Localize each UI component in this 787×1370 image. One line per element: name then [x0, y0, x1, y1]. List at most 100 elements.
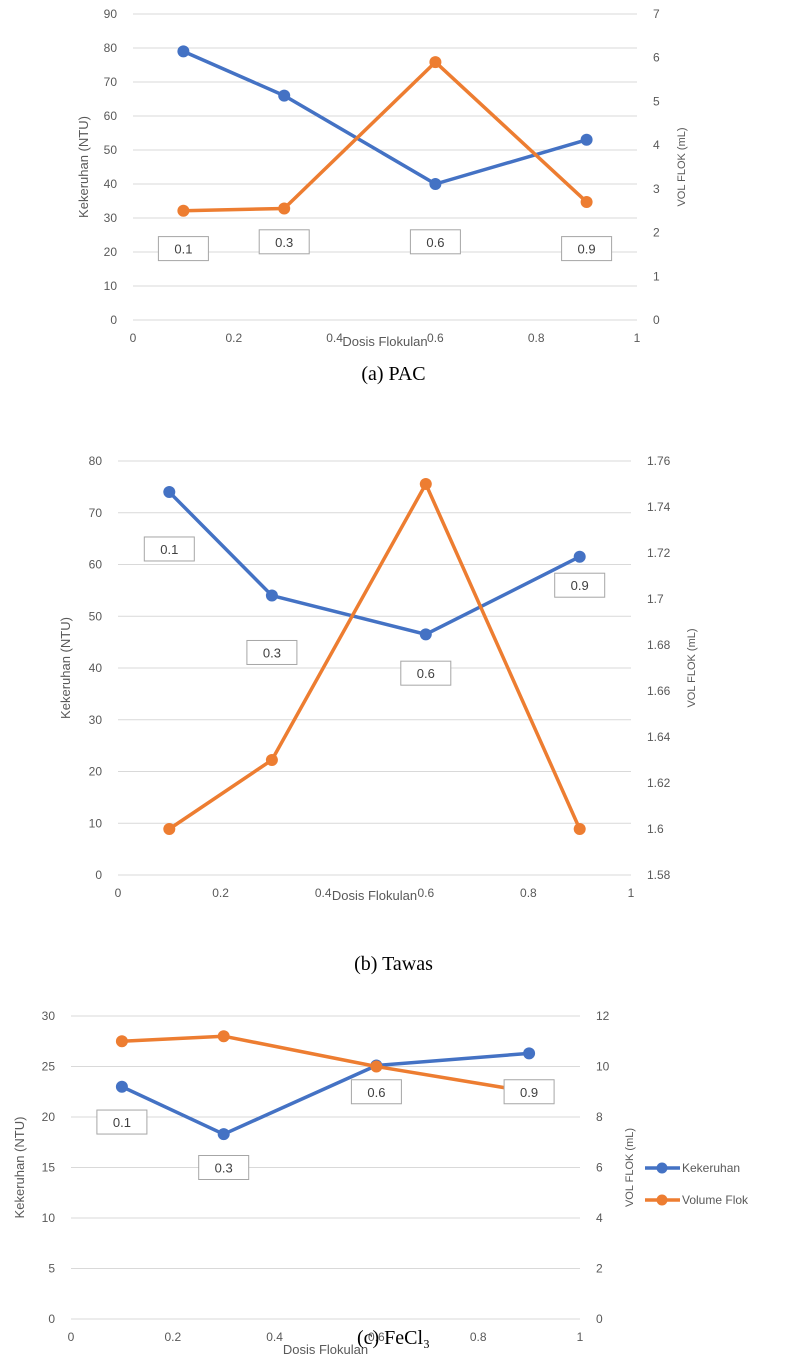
x-tick-label: 1: [634, 331, 641, 345]
callout-label: 0.9: [503, 1079, 555, 1105]
point-kekeruhan: [419, 628, 432, 641]
y2-tick-label: 1.74: [647, 500, 671, 514]
y-tick-label: 70: [104, 75, 118, 89]
svg-text:Volume Flok: Volume Flok: [682, 1193, 749, 1207]
series-line-volume: [183, 60, 588, 213]
callout-label: 0.6: [350, 1079, 402, 1105]
y-tick-label: 60: [104, 109, 118, 123]
svg-text:0.6: 0.6: [367, 1085, 385, 1100]
y-tick-label: 20: [89, 765, 103, 779]
point-volume: [163, 823, 176, 835]
svg-text:0.1: 0.1: [160, 542, 178, 557]
y-tick-label: 10: [89, 816, 103, 830]
y-tick-label: 90: [104, 7, 118, 21]
point-volume: [217, 1030, 230, 1043]
svg-text:0.3: 0.3: [275, 235, 293, 250]
y2-tick-label: 1.76: [647, 454, 671, 468]
x-tick-label: 0.4: [326, 331, 343, 345]
y2-tick-label: 12: [596, 1009, 610, 1023]
point-kekeruhan: [217, 1128, 230, 1141]
svg-text:0.9: 0.9: [520, 1085, 538, 1100]
callout-label: 0.6: [409, 229, 461, 255]
y2-tick-label: 1.6: [647, 822, 664, 836]
callout-label: 0.9: [554, 572, 606, 598]
caption-fecl3: (c) FeCl₃: [356, 1327, 431, 1349]
x-tick-label: 0.4: [315, 886, 332, 900]
y-tick-label: 50: [89, 609, 103, 623]
callout-label: 0.9: [561, 236, 613, 262]
point-volume: [278, 202, 291, 215]
x-tick-label: 0.2: [225, 331, 242, 345]
svg-text:0.6: 0.6: [426, 235, 444, 250]
point-kekeruhan: [163, 486, 176, 499]
point-volume: [177, 204, 190, 217]
y-tick-label: 25: [42, 1060, 56, 1074]
y-tick-label: 30: [42, 1009, 56, 1023]
point-kekeruhan: [265, 589, 278, 602]
y-tick-label: 10: [104, 279, 118, 293]
point-kekeruhan: [523, 1047, 536, 1060]
y-axis-label: Kekeruhan (NTU): [58, 617, 73, 719]
point-volume: [419, 478, 432, 490]
legend-item-kekeruhan: Kekeruhan: [645, 1161, 740, 1175]
x-axis-label: Dosis Flokulan: [283, 1342, 368, 1357]
callout-label: 0.1: [96, 1109, 148, 1135]
svg-text:Kekeruhan: Kekeruhan: [682, 1161, 740, 1175]
y-tick-label: 60: [89, 558, 103, 572]
x-tick-label: 0.2: [164, 1330, 181, 1344]
x-tick-label: 0: [130, 331, 137, 345]
x-axis-label: Dosis Flokulan: [342, 334, 427, 349]
point-volume: [265, 754, 278, 766]
series-line-kekeruhan: [182, 49, 588, 186]
y2-tick-label: 1.68: [647, 638, 671, 652]
chart-tawas: 010203040506070801.581.61.621.641.661.68…: [58, 454, 698, 903]
y2-axis-label: VOL FLOK (mL): [676, 127, 688, 206]
svg-text:0.1: 0.1: [113, 1115, 131, 1130]
y-tick-label: 10: [42, 1211, 56, 1225]
x-tick-label: 0: [115, 886, 122, 900]
point-volume: [429, 56, 442, 69]
y2-tick-label: 1.62: [647, 776, 671, 790]
y2-tick-label: 0: [596, 1312, 603, 1326]
svg-text:0.9: 0.9: [571, 578, 589, 593]
y2-tick-label: 1.66: [647, 684, 671, 698]
y-tick-label: 0: [48, 1312, 55, 1326]
x-tick-label: 0.8: [520, 886, 537, 900]
y-tick-label: 80: [104, 41, 118, 55]
point-kekeruhan: [115, 1080, 128, 1093]
point-kekeruhan: [177, 45, 190, 58]
y-tick-label: 0: [95, 868, 102, 882]
svg-text:0.3: 0.3: [215, 1161, 233, 1176]
callout-label: 0.1: [143, 536, 195, 562]
point-volume: [580, 195, 593, 208]
y-tick-label: 20: [42, 1110, 56, 1124]
x-tick-label: 0.6: [368, 1330, 385, 1344]
chart-fecl3: 0 5 10 15 20 25 30 0 2 4 6 8 10 12 0 0.2 0.4 0.6 0.8 1 Dosis…: [12, 1009, 749, 1357]
y-tick-label: 0: [110, 313, 117, 327]
y2-tick-label: 3: [653, 182, 660, 196]
y-tick-label: 15: [42, 1161, 56, 1175]
y2-tick-label: 2: [653, 226, 660, 240]
y2-tick-label: 4: [653, 138, 660, 152]
y-tick-label: 40: [104, 177, 118, 191]
y2-tick-label: 6: [596, 1161, 603, 1175]
y-axis-label: Kekeruhan (NTU): [12, 1117, 27, 1219]
point-volume: [370, 1060, 383, 1073]
point-volume: [573, 823, 586, 835]
series-line-volume: [121, 1034, 530, 1094]
x-tick-label: 0.4: [266, 1330, 283, 1344]
svg-text:0.3: 0.3: [263, 645, 281, 660]
y2-tick-label: 0: [653, 313, 660, 327]
point-kekeruhan: [573, 550, 586, 563]
y2-tick-label: 1.64: [647, 730, 671, 744]
y2-tick-label: 6: [653, 51, 660, 65]
y-tick-label: 80: [89, 454, 103, 468]
point-kekeruhan: [429, 178, 442, 190]
y2-tick-label: 5: [653, 94, 660, 108]
point-kekeruhan: [278, 89, 291, 102]
y2-tick-label: 1.72: [647, 546, 671, 560]
svg-text:0.1: 0.1: [174, 242, 192, 257]
y-tick-label: 30: [104, 211, 118, 225]
legend-item-volume: Volume Flok: [645, 1193, 749, 1207]
